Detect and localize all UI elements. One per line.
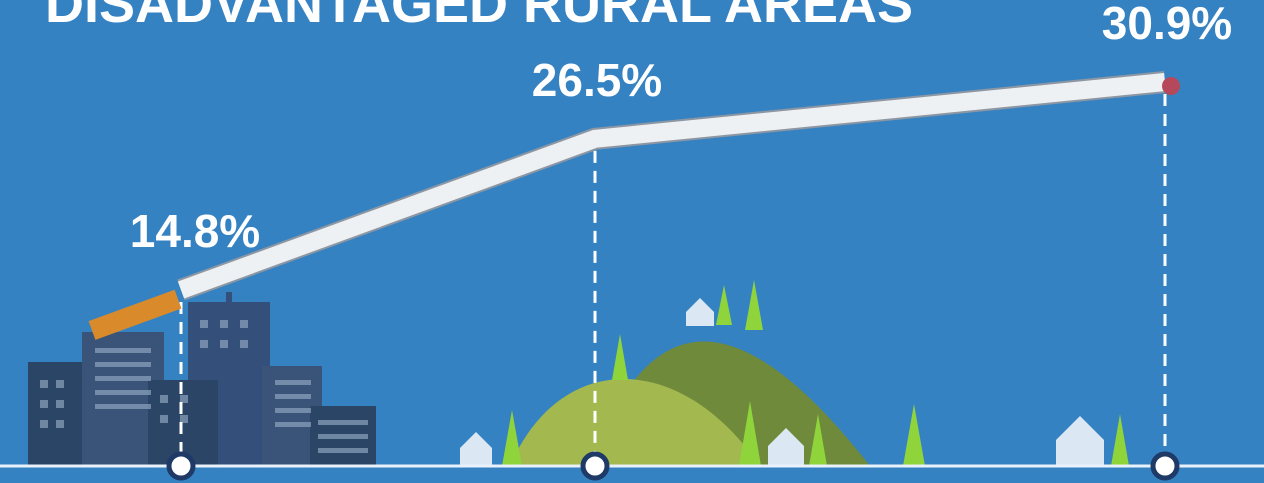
point-marker bbox=[1153, 454, 1177, 478]
point-marker bbox=[583, 454, 607, 478]
value-label: 14.8% bbox=[130, 205, 260, 257]
value-label: 30.9% bbox=[1102, 0, 1232, 49]
point-marker bbox=[169, 454, 193, 478]
ember bbox=[1162, 77, 1180, 95]
value-label: 26.5% bbox=[532, 54, 662, 106]
chart-title: DISADVANTAGED RURAL AREAS bbox=[45, 0, 913, 34]
chart: DISADVANTAGED RURAL AREAS 14.8% 26.5% 30.9… bbox=[0, 0, 1264, 483]
